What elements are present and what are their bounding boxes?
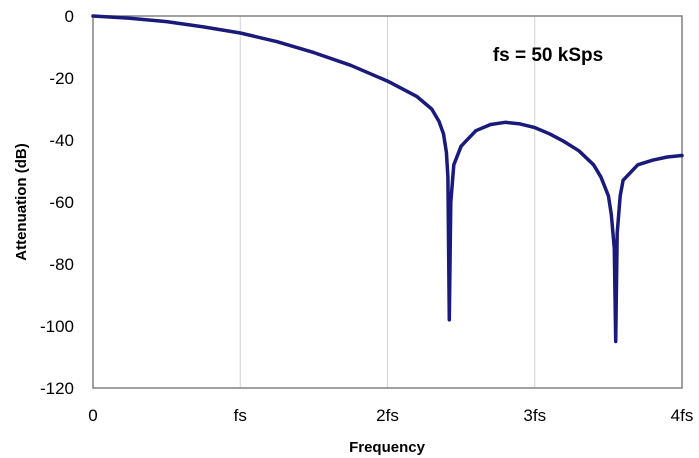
x-tick-label: 2fs (376, 406, 399, 425)
x-tick-label: fs (234, 406, 247, 425)
x-tick-label: 3fs (523, 406, 546, 425)
y-tick-label: -20 (49, 69, 74, 88)
y-tick-label: 0 (65, 7, 74, 26)
plot-frame (92, 15, 683, 389)
y-tick-labels: 0 -20 -40 -60 -80 -100 -120 (40, 7, 74, 398)
x-tick-label: 4fs (671, 406, 694, 425)
y-tick-label: -120 (40, 379, 74, 398)
attenuation-curve (91, 14, 684, 344)
grid-lines (239, 16, 536, 388)
y-tick-label: -60 (49, 193, 74, 212)
x-tick-labels: 0 fs 2fs 3fs 4fs (88, 406, 693, 425)
x-tick-label: 0 (88, 406, 97, 425)
y-tick-label: -100 (40, 317, 74, 336)
y-axis-title: Attenuation (dB) (13, 143, 30, 260)
sample-rate-annotation: fs = 50 kSps (493, 45, 603, 66)
y-tick-label: -80 (49, 255, 74, 274)
x-axis-title: Frequency (349, 439, 426, 456)
y-tick-label: -40 (49, 131, 74, 150)
